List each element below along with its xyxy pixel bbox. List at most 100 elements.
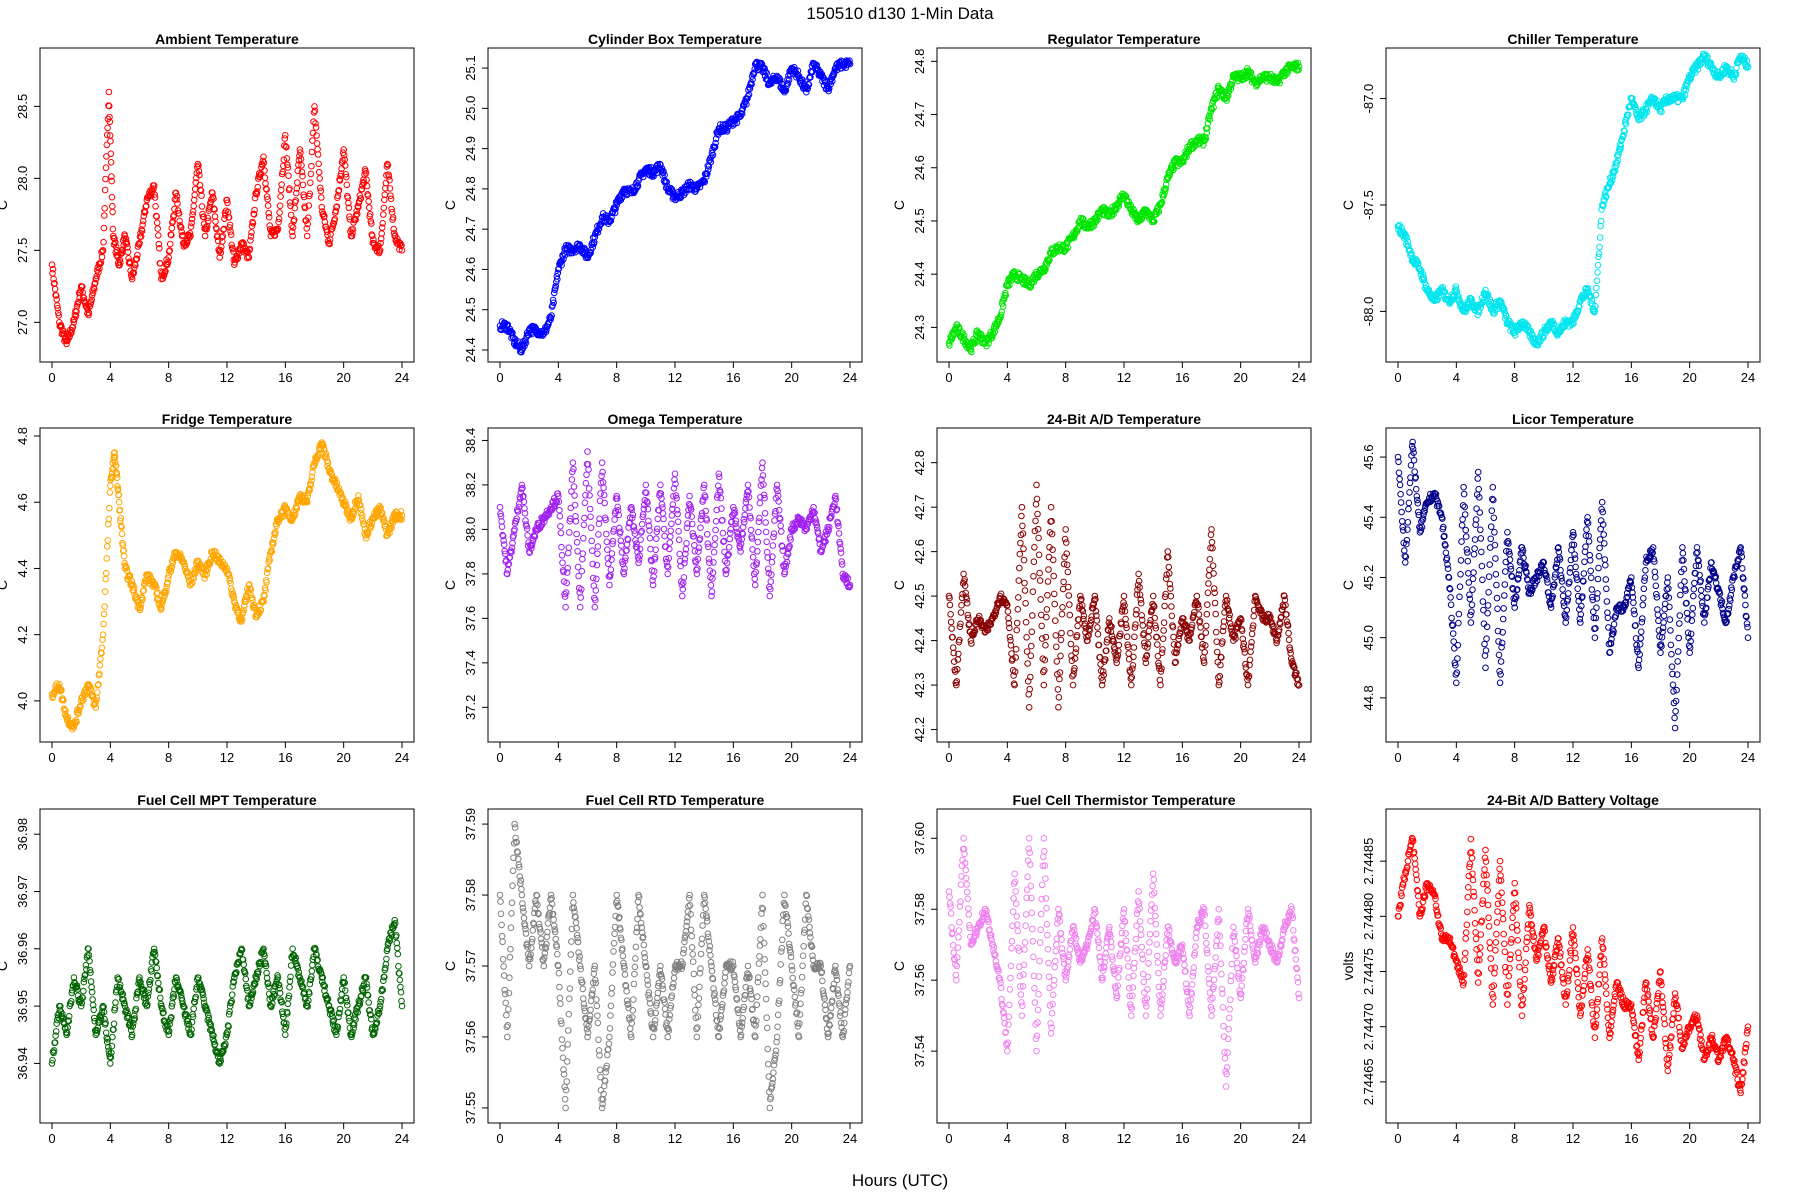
plot-frame	[487, 427, 863, 743]
data-point	[190, 202, 197, 210]
data-point	[102, 175, 109, 183]
data-point	[1608, 177, 1616, 184]
y-tick-label: -87.5	[1361, 190, 1376, 220]
data-point	[247, 233, 255, 240]
data-point	[118, 530, 126, 538]
data-point	[755, 528, 762, 536]
data-point	[198, 192, 205, 199]
data-point	[101, 205, 108, 212]
data-point	[130, 269, 138, 277]
data-point	[584, 448, 591, 455]
data-point	[588, 537, 596, 545]
data-point	[1037, 596, 1044, 603]
y-tick-label: 24.7	[463, 217, 478, 242]
data-point	[186, 234, 193, 241]
data-point	[688, 513, 696, 520]
data-point	[103, 131, 111, 139]
data-point	[1047, 503, 1055, 511]
data-point	[1615, 151, 1622, 159]
data-point	[712, 518, 720, 525]
data-point	[592, 596, 599, 604]
data-point	[1150, 218, 1158, 225]
data-point	[675, 536, 683, 544]
data-point	[1244, 681, 1252, 689]
data-point	[109, 225, 117, 233]
data-point	[385, 173, 393, 180]
data-point	[664, 570, 672, 578]
data-point	[263, 193, 271, 200]
x-tick-label: 24	[1292, 370, 1306, 385]
data-point	[105, 102, 113, 110]
data-point	[200, 213, 207, 221]
y-tick-label: 4.0	[15, 692, 30, 710]
data-point	[737, 548, 744, 555]
data-point	[1202, 629, 1210, 637]
data-point	[1680, 93, 1687, 101]
data-point	[94, 689, 101, 696]
data-point	[1248, 630, 1256, 638]
data-point	[1002, 289, 1009, 297]
x-tick-label: 20	[1233, 370, 1247, 385]
data-point	[91, 279, 99, 287]
data-point	[524, 532, 531, 539]
data-point	[1049, 556, 1057, 564]
data-point	[224, 199, 231, 207]
data-point	[960, 332, 968, 339]
data-point	[744, 481, 752, 489]
data-point	[297, 155, 305, 163]
data-point	[1027, 283, 1035, 290]
data-point	[1031, 544, 1038, 551]
data-point	[162, 267, 169, 275]
data-point	[1211, 599, 1219, 607]
data-point	[210, 195, 217, 202]
data-point	[1128, 681, 1135, 689]
data-point	[598, 459, 606, 467]
x-tick-label: 20	[336, 750, 350, 765]
data-point	[60, 327, 67, 335]
data-point	[756, 499, 764, 507]
data-point	[88, 296, 95, 304]
y-tick-label: 45.2	[1361, 565, 1376, 590]
data-point	[187, 223, 195, 230]
data-point	[1206, 116, 1214, 123]
data-point	[263, 186, 270, 193]
data-point	[264, 196, 271, 203]
data-point	[264, 202, 272, 209]
data-point	[386, 176, 393, 184]
x-tick-label: 16	[278, 750, 292, 765]
data-point	[297, 149, 304, 156]
data-point	[763, 69, 771, 77]
data-point	[971, 340, 978, 347]
data-point	[304, 220, 312, 228]
data-point	[1035, 551, 1043, 559]
y-tick-label: 42.7	[912, 495, 927, 520]
data-point	[188, 215, 196, 223]
data-point	[704, 531, 711, 538]
data-point	[69, 323, 77, 331]
data-point	[733, 119, 741, 127]
data-point	[1193, 592, 1201, 600]
data-point	[253, 190, 261, 198]
data-point	[1524, 327, 1531, 335]
data-point	[341, 162, 349, 169]
data-point	[777, 522, 785, 530]
data-point	[173, 196, 180, 203]
data-point	[559, 559, 566, 567]
data-point	[674, 510, 681, 518]
plot-frame	[39, 47, 415, 363]
data-point	[1160, 619, 1168, 627]
data-point	[386, 185, 394, 192]
data-point	[349, 230, 356, 237]
data-point	[1137, 599, 1145, 607]
data-point	[653, 535, 660, 543]
data-point	[352, 216, 359, 224]
data-point	[776, 76, 784, 83]
data-point	[1614, 152, 1621, 159]
y-tick-label: 28.5	[15, 94, 30, 119]
data-point	[191, 185, 199, 193]
data-point	[588, 547, 596, 555]
data-point	[769, 542, 777, 549]
data-point	[189, 211, 196, 218]
